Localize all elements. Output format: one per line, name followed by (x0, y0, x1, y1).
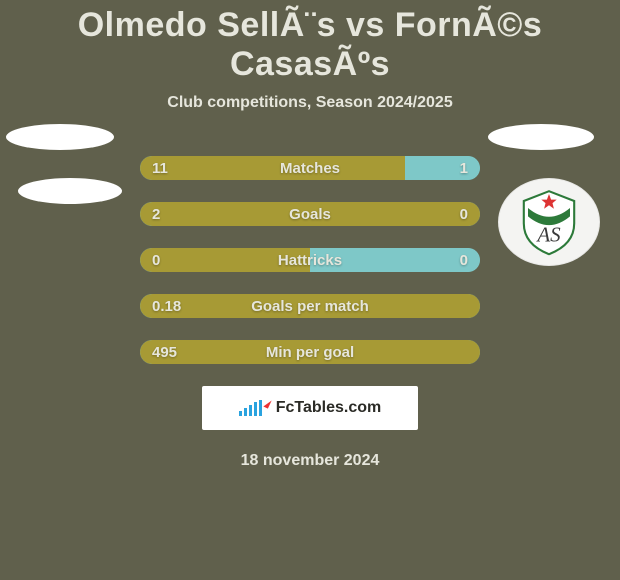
svg-text:AS: AS (535, 223, 561, 247)
stat-row: Goals per match0.18 (140, 294, 480, 318)
club-badge: AS (498, 178, 600, 266)
logo-text: FcTables.com (276, 399, 382, 417)
stat-row: Hattricks00 (140, 248, 480, 272)
player-avatar-placeholder (488, 124, 594, 150)
subtitle: Club competitions, Season 2024/2025 (0, 94, 620, 112)
fctables-logo: FcTables.com (202, 386, 418, 430)
player-avatar-placeholder (6, 124, 114, 150)
stat-bar-right (310, 248, 480, 272)
logo-arrow-icon (263, 398, 271, 408)
stat-bar-left (140, 202, 480, 226)
club-badge-icon: AS (514, 187, 584, 257)
stat-row: Matches111 (140, 156, 480, 180)
stat-bar-left (140, 248, 310, 272)
stat-bar-left (140, 156, 405, 180)
logo-bars-icon (239, 400, 262, 416)
date-text: 18 november 2024 (0, 452, 620, 470)
stat-row: Goals20 (140, 202, 480, 226)
player-avatar-placeholder (18, 178, 122, 204)
stat-bar-left (140, 340, 480, 364)
stat-row: Min per goal495 (140, 340, 480, 364)
stat-bar-left (140, 294, 480, 318)
stat-bar-right (405, 156, 480, 180)
comparison-chart: Matches111 Goals20 Hattricks00 Goals per ma… (140, 156, 480, 364)
page-title: Olmedo SellÃ¨s vs FornÃ©s CasasÃºs (0, 0, 620, 84)
